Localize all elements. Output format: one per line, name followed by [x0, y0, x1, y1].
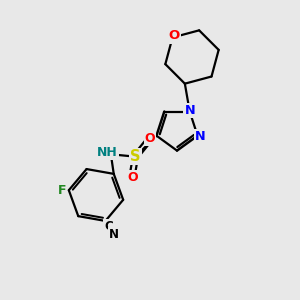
Text: O: O	[145, 132, 155, 145]
Text: F: F	[58, 184, 67, 197]
Text: N: N	[109, 228, 119, 241]
Text: N: N	[184, 104, 195, 117]
Text: S: S	[130, 149, 141, 164]
Text: N: N	[195, 130, 205, 143]
Text: O: O	[169, 29, 180, 43]
Text: NH: NH	[97, 146, 118, 159]
Text: C: C	[104, 220, 113, 233]
Text: O: O	[127, 171, 138, 184]
